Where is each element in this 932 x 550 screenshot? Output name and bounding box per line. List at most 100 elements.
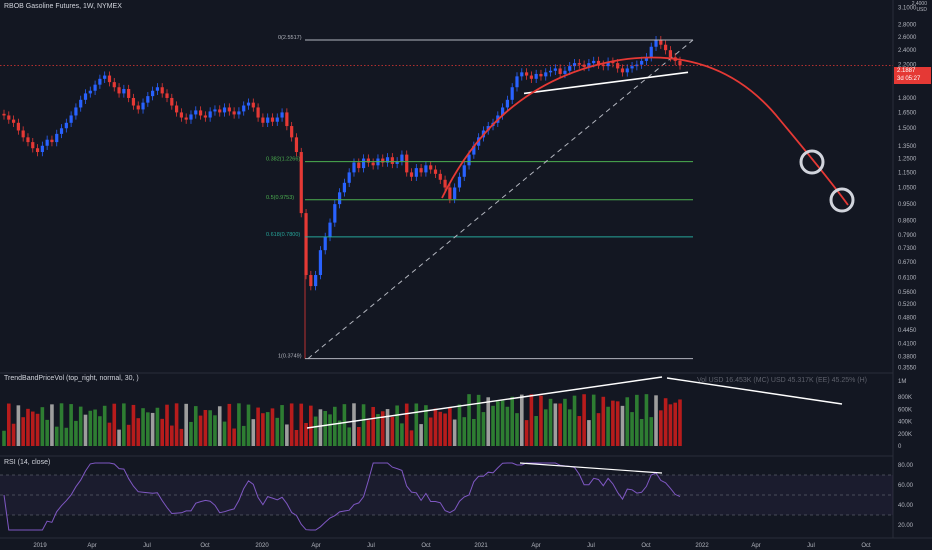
volume-bar [443, 413, 447, 446]
price-tick-label: 1.5000 [898, 126, 917, 132]
candle-body [270, 117, 275, 122]
volume-bar [476, 394, 481, 446]
rsi-tick-label: 60.00 [898, 483, 914, 489]
volume-bar [361, 404, 366, 446]
volume-bar [170, 425, 174, 446]
time-tick-label: Jul [143, 543, 151, 549]
support-trendline [523, 71, 689, 95]
volume-bar [102, 405, 107, 446]
price-tick-label: 0.4450 [898, 328, 917, 334]
candle-body [198, 110, 203, 116]
candle-body [433, 169, 438, 174]
volume-bar [385, 409, 390, 446]
volume-bar [261, 413, 265, 446]
time-tick-label: Apr [531, 543, 540, 549]
candle-body [227, 107, 231, 112]
candle-body [620, 68, 625, 73]
candle-body [309, 275, 313, 287]
candle-body [328, 222, 332, 237]
volume-bar [64, 427, 69, 446]
volume-tick-label: 800K [898, 395, 912, 401]
volume-bar [481, 412, 486, 446]
rsi-tick-label: 80.00 [898, 463, 914, 469]
volume-bar [558, 403, 562, 446]
candle-body [222, 107, 227, 113]
candle-body [2, 113, 6, 116]
price-tick-label: 2.4000 [898, 48, 917, 54]
candle-body [553, 68, 557, 71]
volume-bar [419, 424, 423, 446]
candle-body [568, 66, 572, 71]
volume-bar [366, 420, 371, 446]
fib-level-label: 0.618(0.7800) [266, 232, 300, 238]
volume-bar [112, 403, 117, 446]
volume-bar [165, 404, 169, 446]
candle-body [299, 152, 303, 214]
price-tick-label: 3.1000 [898, 6, 917, 12]
volume-bar [606, 406, 610, 446]
price-tick-label: 1.2500 [898, 157, 917, 163]
volume-bar [438, 411, 443, 446]
candle-body [88, 90, 92, 94]
volume-bar [45, 419, 49, 446]
volume-bar [309, 405, 313, 446]
volume-bar [376, 414, 380, 446]
price-tick-label: 0.7300 [898, 246, 917, 252]
candle-body [174, 105, 179, 113]
volume-bar [246, 404, 251, 446]
candle-body [112, 82, 116, 88]
rsi-pane [0, 462, 893, 531]
volume-bar [563, 398, 567, 446]
volume-bar [40, 407, 45, 446]
volume-bar [241, 425, 246, 446]
candle-body [395, 161, 399, 164]
candle-body [246, 102, 251, 106]
rsi-tick-label: 40.00 [898, 503, 914, 509]
volume-bar [472, 418, 476, 446]
price-tick-label: 0.3800 [898, 354, 917, 360]
volume-bar [2, 430, 6, 446]
price-tick-label: 2.8000 [898, 23, 917, 29]
volume-tick-label: 0 [898, 444, 902, 450]
candle-body [237, 111, 241, 115]
volume-bar [26, 408, 30, 446]
volume-bar [491, 405, 495, 446]
candle-body [371, 162, 375, 166]
candle-body [117, 87, 121, 94]
currency-unit: 2.4000 USD [905, 1, 927, 13]
volume-bar [404, 403, 409, 446]
volume-bar [313, 416, 318, 446]
time-tick-label: Oct [641, 543, 651, 549]
candle-body [285, 112, 289, 127]
candle-body [587, 63, 591, 67]
volume-bar [577, 416, 582, 446]
volume-bar [395, 405, 399, 446]
candle-body [93, 84, 97, 91]
price-tick-label: 1.1500 [898, 170, 917, 176]
volume-bar [635, 394, 639, 446]
volume-bar [93, 409, 97, 446]
volume-bar [548, 398, 553, 446]
candle-body [558, 68, 562, 74]
target-circle [829, 187, 855, 213]
volume-bar [59, 403, 64, 446]
candle-body [218, 109, 222, 113]
candle-body [256, 107, 260, 118]
volume-bar [356, 427, 361, 446]
time-axis: 2019 Apr Jul Oct 2020 Apr Jul Oct 2021 Apr Jul Oct 2… [33, 543, 871, 549]
volume-bar [639, 419, 644, 446]
volume-bar [304, 423, 308, 446]
candle-body [242, 105, 246, 112]
volume-bar [270, 408, 275, 446]
candle-body [31, 142, 35, 149]
candle-body [184, 117, 188, 120]
price-tick-label: 0.9500 [898, 202, 917, 208]
candle-body [467, 154, 471, 166]
volume-bar [380, 411, 385, 446]
volume-bar [668, 404, 673, 446]
candle-body [333, 204, 337, 223]
volume-bar [74, 420, 78, 446]
volume-bar [448, 407, 452, 446]
candle-body [501, 107, 505, 116]
